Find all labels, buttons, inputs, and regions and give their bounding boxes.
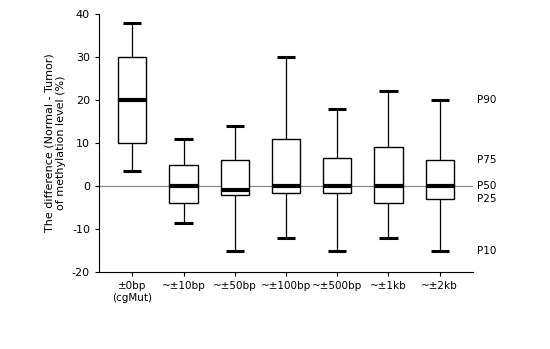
Y-axis label: The difference (Normal - Tumor)
of methylation level (%): The difference (Normal - Tumor) of methy… — [45, 54, 67, 232]
Text: P25: P25 — [477, 194, 497, 204]
Bar — [375, 147, 403, 203]
Text: P10: P10 — [477, 246, 497, 256]
Text: P75: P75 — [477, 155, 497, 165]
Bar — [169, 165, 197, 203]
Bar — [118, 57, 146, 143]
Bar — [323, 158, 351, 193]
Bar — [221, 160, 249, 195]
Bar — [272, 139, 300, 193]
Text: P50: P50 — [477, 181, 497, 191]
Bar — [426, 160, 454, 199]
Text: P90: P90 — [477, 95, 497, 105]
